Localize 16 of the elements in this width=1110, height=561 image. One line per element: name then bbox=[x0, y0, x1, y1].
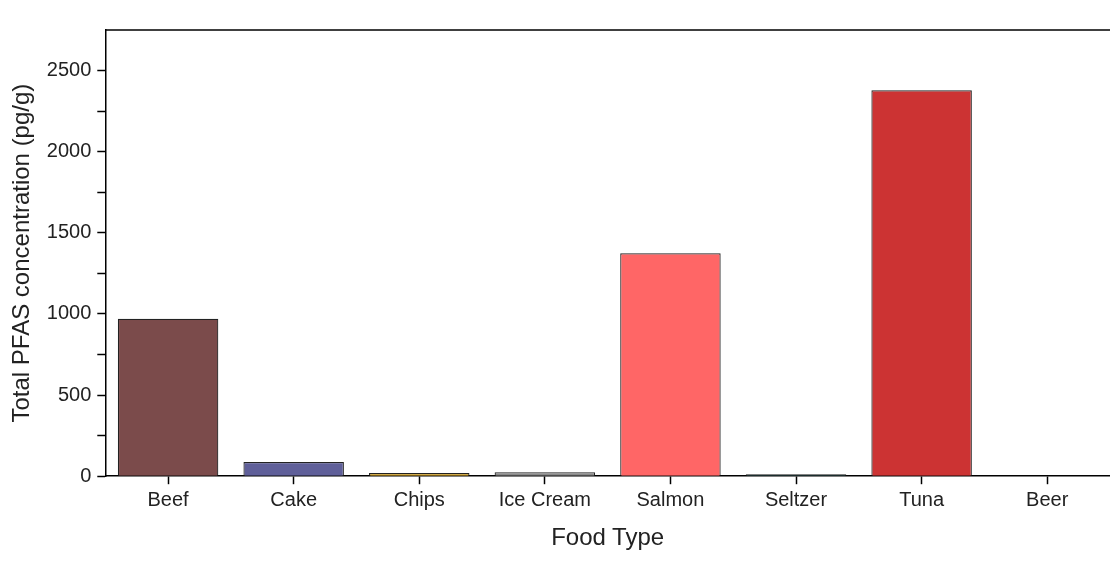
x-tick-label: Ice Cream bbox=[498, 487, 591, 510]
y-tick-label: 2500 bbox=[46, 58, 92, 81]
x-tick-label: Salmon bbox=[636, 487, 705, 510]
x-tick-label: Tuna bbox=[899, 487, 945, 510]
y-axis-title: Total PFAS concentration (pg/g) bbox=[7, 83, 35, 423]
y-tick-label: 1500 bbox=[46, 220, 92, 243]
y-tick-label: 500 bbox=[57, 382, 92, 405]
x-tick-label: Cake bbox=[270, 487, 318, 510]
y-tick-label: 1000 bbox=[46, 301, 92, 324]
x-tick-label: Chips bbox=[393, 487, 445, 510]
y-tick-label: 0 bbox=[80, 463, 92, 486]
x-tick-label: Beef bbox=[147, 487, 190, 510]
y-tick-label: 2000 bbox=[46, 139, 92, 162]
x-axis-title: Food Type bbox=[551, 523, 665, 551]
x-tick-label: Seltzer bbox=[764, 487, 828, 510]
x-tick-label: Beer bbox=[1026, 487, 1069, 510]
